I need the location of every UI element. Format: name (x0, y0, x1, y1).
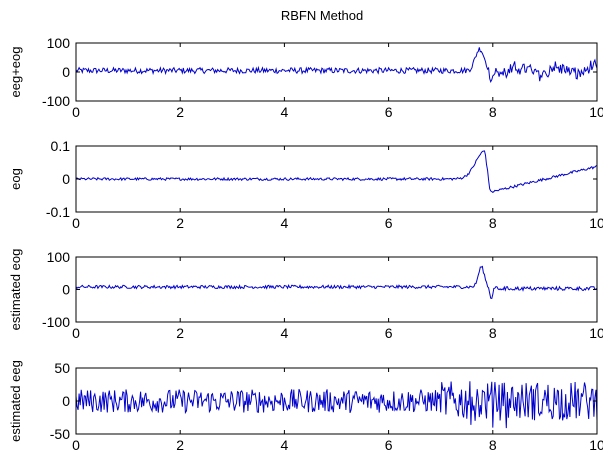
x-tick-label: 8 (489, 325, 497, 341)
x-tick-label: 2 (176, 104, 184, 120)
x-tick-label: 0 (72, 325, 80, 341)
x-tick-label: 6 (385, 104, 393, 120)
y-tick-label: -100 (42, 93, 70, 109)
x-tick-label: 2 (176, 215, 184, 231)
x-tick-label: 4 (281, 325, 289, 341)
x-tick-label: 6 (385, 437, 393, 453)
figure-title: RBFN Method (281, 8, 363, 23)
y-tick-label: 0.1 (51, 138, 71, 154)
y-axis-label: estimated eeg (8, 360, 23, 442)
y-tick-label: 0 (62, 171, 70, 187)
x-tick-label: 2 (176, 325, 184, 341)
y-axis-label: eeg+eog (8, 47, 23, 98)
x-tick-label: 6 (385, 215, 393, 231)
x-tick-label: 0 (72, 215, 80, 231)
y-tick-label: 0 (62, 282, 70, 298)
y-tick-label: 100 (47, 249, 71, 265)
x-tick-label: 2 (176, 437, 184, 453)
x-tick-label: 8 (489, 104, 497, 120)
x-tick-label: 8 (489, 215, 497, 231)
y-tick-label: 50 (54, 360, 70, 376)
y-tick-label: 0 (62, 64, 70, 80)
y-tick-label: 0 (62, 393, 70, 409)
y-axis-label: eog (8, 168, 23, 190)
x-tick-label: 0 (72, 104, 80, 120)
x-tick-label: 4 (281, 437, 289, 453)
x-tick-label: 10 (589, 104, 603, 120)
axes-frame (76, 43, 597, 101)
y-tick-label: -0.1 (46, 204, 70, 220)
x-tick-label: 6 (385, 325, 393, 341)
x-tick-label: 10 (589, 325, 603, 341)
x-tick-label: 4 (281, 215, 289, 231)
x-tick-label: 0 (72, 437, 80, 453)
signal-line (76, 47, 597, 81)
signal-line (76, 151, 597, 193)
x-tick-label: 10 (589, 437, 603, 453)
signal-line (76, 266, 597, 298)
y-tick-label: -50 (50, 426, 70, 442)
x-tick-label: 4 (281, 104, 289, 120)
y-tick-label: 100 (47, 35, 71, 51)
x-tick-label: 8 (489, 437, 497, 453)
y-tick-label: -100 (42, 314, 70, 330)
signal-line (76, 381, 597, 428)
y-axis-label: estimated eog (8, 249, 23, 331)
x-tick-label: 10 (589, 215, 603, 231)
